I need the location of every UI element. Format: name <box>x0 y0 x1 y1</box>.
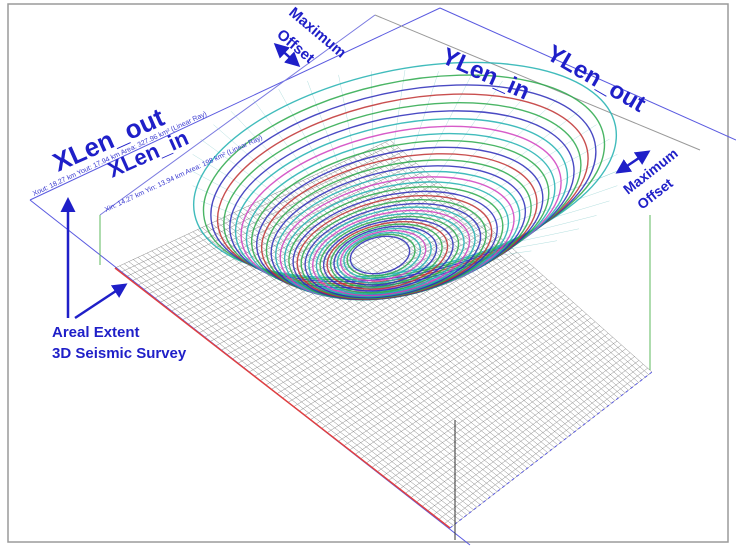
areal-extent-label: 3D Seismic Survey <box>52 345 187 362</box>
areal-extent-label: Areal Extent <box>52 324 140 341</box>
survey-diagram: XLen_out XLen_in YLen_in YLen_out Maximu… <box>0 0 736 546</box>
